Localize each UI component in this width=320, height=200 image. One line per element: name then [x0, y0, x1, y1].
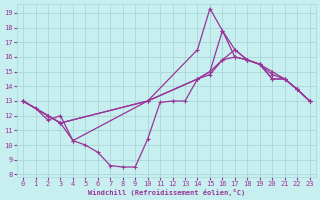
X-axis label: Windchill (Refroidissement éolien,°C): Windchill (Refroidissement éolien,°C) [88, 189, 245, 196]
